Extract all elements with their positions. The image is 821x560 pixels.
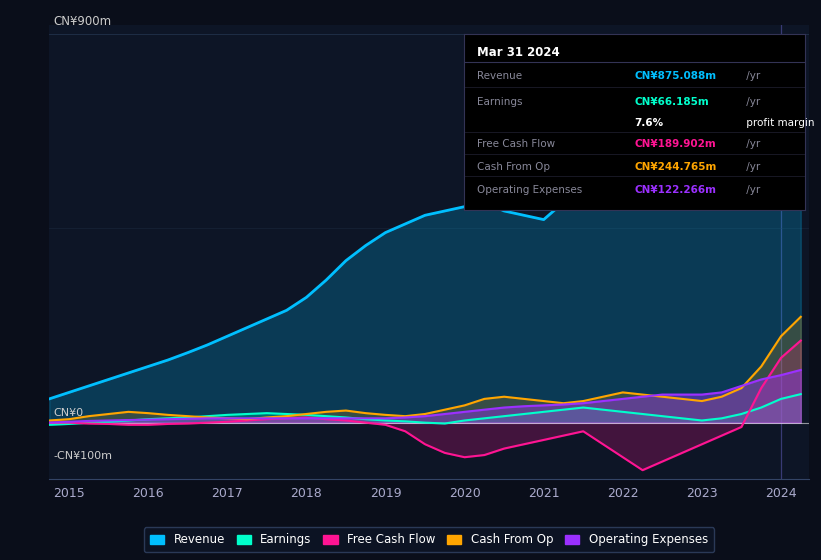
Text: CN¥900m: CN¥900m: [53, 15, 112, 29]
Text: CN¥875.088m: CN¥875.088m: [635, 71, 717, 81]
Text: profit margin: profit margin: [743, 118, 814, 128]
Text: Revenue: Revenue: [478, 71, 523, 81]
Text: /yr: /yr: [743, 71, 760, 81]
Text: CN¥0: CN¥0: [53, 408, 84, 418]
Text: /yr: /yr: [743, 162, 760, 172]
Text: Cash From Op: Cash From Op: [478, 162, 551, 172]
Text: CN¥66.185m: CN¥66.185m: [635, 97, 709, 107]
Text: Earnings: Earnings: [478, 97, 523, 107]
Text: /yr: /yr: [743, 97, 760, 107]
Text: -CN¥100m: -CN¥100m: [53, 451, 112, 461]
Legend: Revenue, Earnings, Free Cash Flow, Cash From Op, Operating Expenses: Revenue, Earnings, Free Cash Flow, Cash …: [144, 528, 714, 552]
Text: CN¥189.902m: CN¥189.902m: [635, 139, 716, 150]
Text: CN¥244.765m: CN¥244.765m: [635, 162, 717, 172]
Text: /yr: /yr: [743, 139, 760, 150]
Text: 7.6%: 7.6%: [635, 118, 663, 128]
Text: Mar 31 2024: Mar 31 2024: [478, 46, 560, 59]
Text: CN¥122.266m: CN¥122.266m: [635, 185, 716, 195]
Text: /yr: /yr: [743, 185, 760, 195]
Text: Free Cash Flow: Free Cash Flow: [478, 139, 556, 150]
Text: Operating Expenses: Operating Expenses: [478, 185, 583, 195]
